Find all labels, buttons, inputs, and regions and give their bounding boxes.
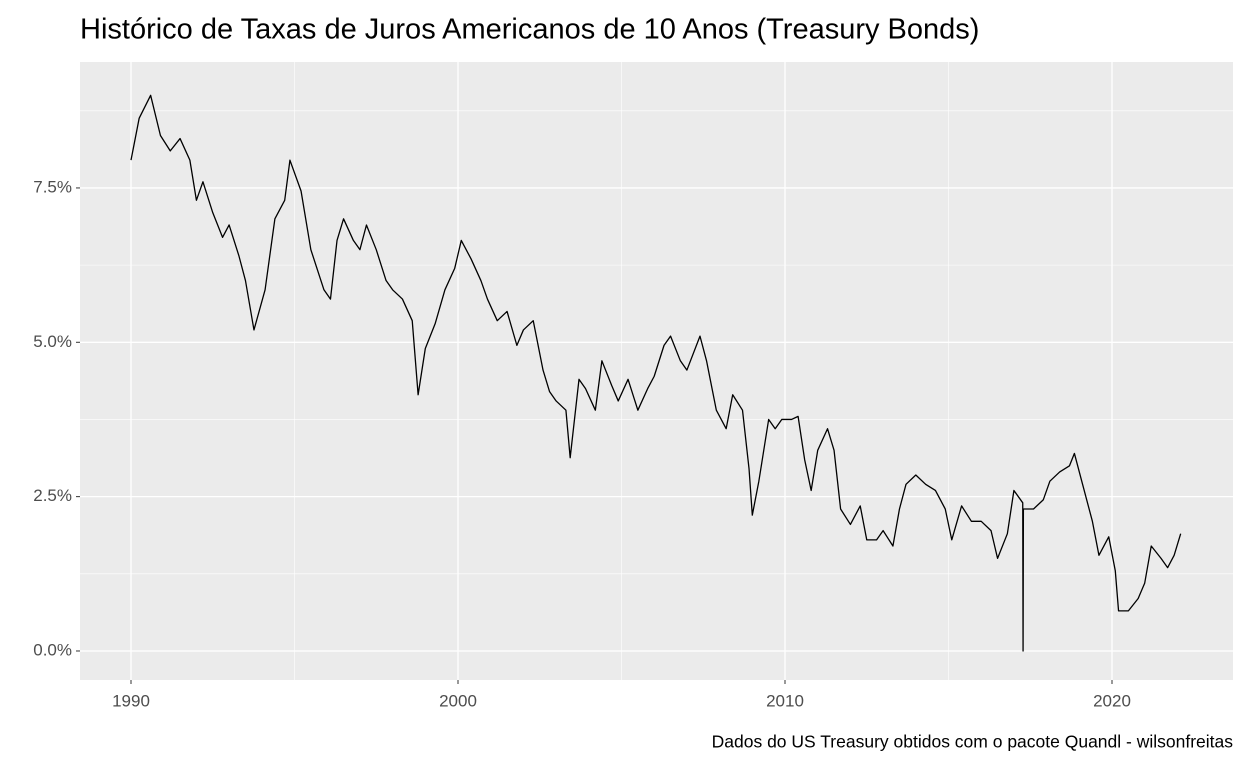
line <box>130 94 1182 652</box>
y-tick-label: 2.5% <box>33 486 72 505</box>
y-tick-label: 0.0% <box>33 640 72 659</box>
x-tick-label: 1990 <box>112 691 150 710</box>
x-tick-label: 2000 <box>439 691 477 710</box>
y-tick-label: 5.0% <box>33 332 72 351</box>
caption: Dados do US Treasury obtidos com o pacot… <box>712 732 1234 752</box>
y-tick-label: 7.5% <box>33 177 72 196</box>
x-tick-label: 2010 <box>766 691 804 710</box>
chart-title: Histórico de Taxas de Juros Americanos d… <box>80 14 979 46</box>
x-tick-label: 2020 <box>1093 691 1131 710</box>
